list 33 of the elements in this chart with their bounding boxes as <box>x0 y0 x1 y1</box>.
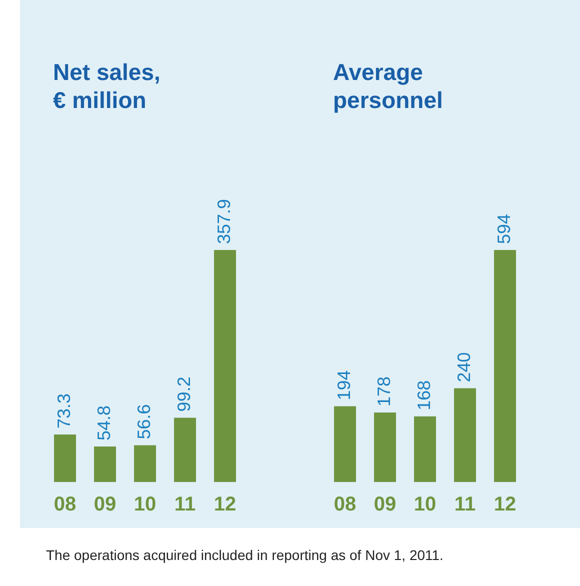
x-tick-label: 09 <box>94 494 116 516</box>
x-tick-label: 11 <box>174 494 196 516</box>
x-tick-label: 10 <box>414 494 436 516</box>
data-label: 54.8 <box>94 405 114 440</box>
x-tick-label: 11 <box>454 494 476 516</box>
data-label: 240 <box>454 352 474 382</box>
x-tick-label: 12 <box>494 494 516 516</box>
bar <box>414 416 436 482</box>
bar <box>374 412 396 482</box>
text: The operations acquired included in reporting as of Nov 1, 2011. <box>46 547 444 563</box>
data-label: 357.9 <box>214 198 234 244</box>
x-tick-label: 10 <box>134 494 156 516</box>
x-tick-label: 08 <box>334 494 356 516</box>
data-label: 194 <box>334 370 354 400</box>
data-label: 56.6 <box>134 404 154 440</box>
bar <box>94 446 116 482</box>
chart-title: Net sales, € million <box>53 58 162 114</box>
bar <box>334 406 356 482</box>
bar <box>54 434 76 482</box>
bar <box>454 388 476 482</box>
bar <box>134 445 156 482</box>
data-label: 73.3 <box>54 393 74 428</box>
data-label: 594 <box>494 214 514 244</box>
data-label: 168 <box>414 380 434 410</box>
x-tick-label: 09 <box>374 494 396 516</box>
data-label: 178 <box>374 376 394 406</box>
data-label: 99.2 <box>174 376 194 412</box>
chart-title: Average personnel <box>333 58 444 114</box>
bar <box>494 250 516 482</box>
bar <box>214 250 236 482</box>
x-tick-label: 12 <box>214 494 236 516</box>
x-tick-label: 08 <box>54 494 76 516</box>
bar <box>174 418 196 482</box>
